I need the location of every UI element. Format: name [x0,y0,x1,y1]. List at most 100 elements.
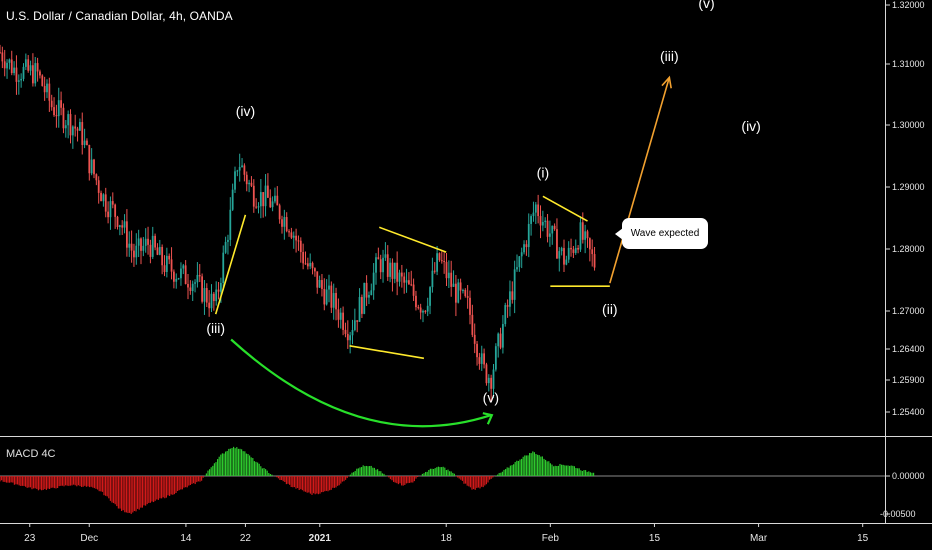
price-tick-label: 1.28000 [892,244,925,254]
candle-body [295,235,297,241]
candle-body [513,269,516,300]
candle-body [431,270,434,288]
candle-body [523,244,525,253]
candle-body [147,238,149,245]
candle-body [114,204,117,217]
candle-body [485,364,488,384]
candle-body [285,217,288,232]
candle-body [417,307,420,309]
candle-body [447,272,450,279]
price-tick-label: 1.31000 [892,59,925,69]
candle-body [410,284,413,286]
candle-body [433,270,436,272]
candle-body [560,248,563,252]
candle-body [17,80,20,82]
candle-body [393,262,396,279]
candle-body [290,232,293,238]
candle-body [177,278,180,280]
candle-body [210,293,213,309]
candle-body [339,312,342,320]
candle-body [205,288,208,303]
candle-body [570,247,572,250]
candle-body [314,268,316,272]
candle-body [466,296,469,298]
price-tick-label: 1.25900 [892,375,925,385]
candle-body [391,262,394,279]
candle-body [187,283,189,288]
candle-body [184,265,187,284]
wave-label: (iii) [206,320,225,336]
candle-body [128,243,131,248]
annotations: (iv) (iii) (v) (i) (ii) (iii) (iv) (v) [206,0,761,428]
candle-body [123,221,126,228]
candle-body [292,235,295,238]
candle-body [306,263,309,267]
candle-body [198,274,201,277]
time-tick-label: 22 [240,533,252,544]
candle-body [267,185,269,198]
candle-body [41,75,44,86]
candle-body [74,126,77,129]
candle-body [22,66,25,79]
candle-body [104,194,107,212]
wave-expected-callout: Wave expected [615,218,708,249]
candle-body [97,180,100,193]
candle-body [165,255,168,273]
candle-body [299,240,302,253]
candle-body [140,238,142,251]
candle-body [502,324,504,348]
candle-body [154,235,156,248]
candle-body [551,225,554,234]
candle-body [419,307,422,313]
candle-body [224,241,227,253]
candle-body [318,280,321,288]
candle-body [579,222,582,250]
candle-body [168,255,171,260]
candle-body [445,261,448,279]
candle-body [163,265,166,273]
candle-body [577,247,579,250]
time-tick-label: 2021 [309,533,332,544]
candle-body [297,240,300,242]
candle-body [584,231,587,240]
candle-body [588,238,591,250]
candle-body [109,201,112,218]
time-tick-label: Mar [750,533,768,544]
candle-body [142,245,145,251]
candle-body [549,233,551,237]
wave-label: (iv) [236,103,255,119]
candle-body [365,282,368,298]
candle-body [476,343,478,358]
candle-body [457,282,460,303]
candle-body [363,282,366,314]
candle-body [36,63,39,72]
candle-body [403,276,406,283]
candle-body [422,310,424,313]
candle-body [81,122,84,145]
candle-body [436,253,438,272]
candle-body [95,174,98,181]
candle-body [464,290,467,297]
candle-body [593,254,596,268]
candle-body [100,192,102,202]
candle-body [259,192,262,207]
candle-body [180,268,182,279]
candle-body [325,289,328,305]
orange-arrow-head [661,75,672,89]
price-candles [0,44,596,403]
candle-body [309,262,312,267]
candle-body [586,231,589,239]
candle-body [194,282,196,284]
candle-body [71,126,74,136]
candle-body [349,335,352,341]
candle-body [116,216,119,227]
candle-body [304,263,307,265]
candle-body [567,247,570,260]
macd-indicator-label[interactable]: MACD 4C [6,448,56,460]
candle-body [1,52,4,62]
wave-label: (ii) [602,301,618,317]
candle-body [337,309,340,320]
candle-body [574,247,577,253]
candle-body [382,257,384,273]
